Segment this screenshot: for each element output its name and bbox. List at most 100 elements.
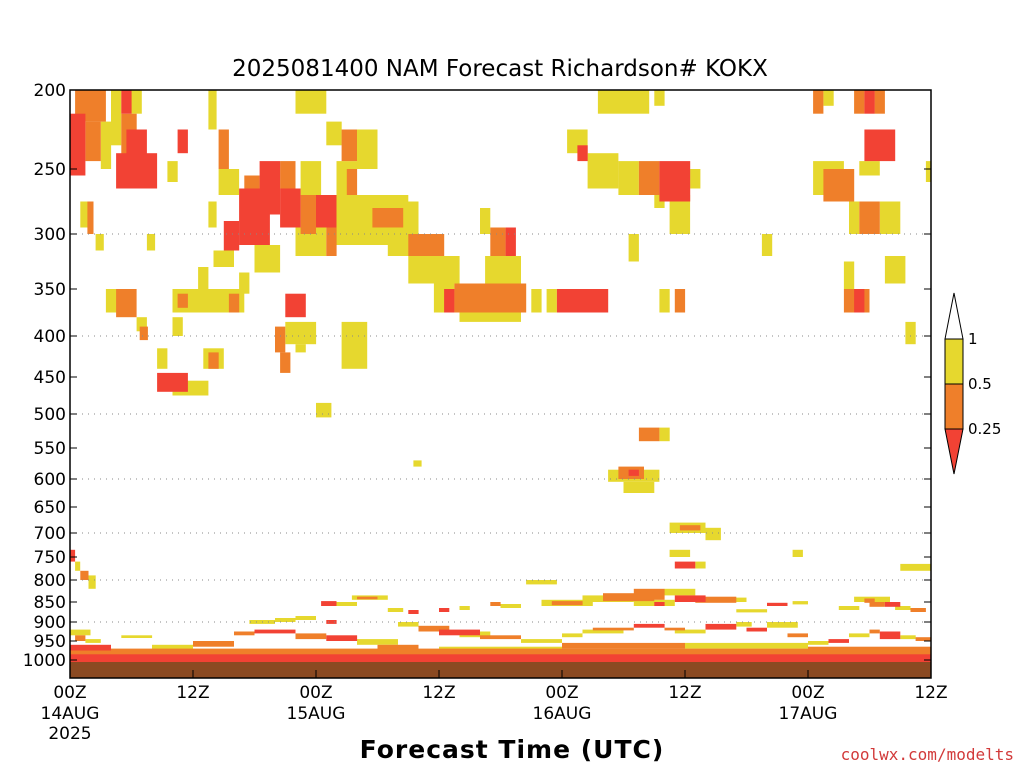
heatmap-cell	[792, 601, 808, 605]
heatmap-cell	[177, 129, 188, 154]
heatmap-cell	[638, 427, 660, 442]
heatmap-cell	[623, 481, 655, 493]
heatmap-cell	[577, 145, 588, 162]
heatmap-cell	[736, 609, 768, 613]
heatmap-cell	[295, 616, 316, 620]
heatmap-cell	[485, 256, 521, 284]
heatmap-cell	[254, 245, 281, 273]
y-tick-label: 950	[34, 632, 66, 652]
heatmap-cell	[669, 549, 691, 557]
heatmap-cell	[864, 90, 875, 114]
x-tick-label: 12Z	[422, 683, 455, 703]
heatmap-cell	[505, 227, 516, 256]
heatmap-cell	[859, 201, 880, 234]
heatmap-cell	[326, 227, 337, 256]
heatmap-cell	[177, 293, 188, 308]
heatmap-cell	[480, 635, 521, 640]
heatmap-cell	[316, 195, 337, 228]
cell-layer	[70, 90, 932, 664]
heatmap-cell	[408, 234, 445, 256]
heatmap-cell	[592, 627, 634, 631]
heatmap-cell	[139, 326, 148, 341]
heatmap-cell	[531, 289, 542, 313]
x-tick-date: 16AUG	[533, 704, 592, 724]
heatmap-cell	[546, 289, 557, 313]
heatmap-cell	[300, 161, 322, 195]
heatmap-cell	[341, 129, 357, 162]
plot-frame	[69, 89, 932, 679]
y-tick-label: 200	[34, 81, 66, 101]
heatmap-cell	[633, 588, 665, 600]
heatmap-cell	[121, 90, 132, 114]
heatmap-cell	[418, 625, 450, 632]
heatmap-cell	[336, 602, 357, 606]
heatmap-cell	[280, 161, 296, 189]
heatmap-cell	[208, 201, 217, 228]
heatmap-cell	[75, 635, 86, 641]
heatmap-cell	[208, 90, 217, 130]
heatmap-cell	[326, 620, 337, 624]
heatmap-cell	[490, 602, 501, 606]
heatmap-cell	[387, 608, 404, 612]
legend-swatch-above-1	[944, 292, 964, 340]
heatmap-cell	[300, 195, 316, 234]
heatmap-cell	[146, 234, 156, 251]
heatmap-cell	[357, 596, 378, 600]
heatmap-cell	[167, 161, 178, 182]
legend-label: 0.25	[968, 420, 1001, 438]
heatmap-cell	[439, 629, 480, 636]
heatmap-cell	[792, 549, 803, 557]
x-tick-date: 15AUG	[287, 704, 346, 724]
heatmap-cell	[787, 633, 808, 638]
heatmap-cell	[746, 627, 767, 632]
heatmap-cell	[85, 121, 101, 162]
heatmap-cell	[295, 90, 327, 114]
heatmap-cell	[761, 234, 773, 256]
chart-title: 2025081400 NAM Forecast Richardson# KOKX	[232, 56, 768, 82]
y-axis: 200 250 300 350 400 450 500 550 600 650 700 750 8008…	[23, 81, 931, 671]
heatmap-cell	[690, 169, 701, 189]
heatmap-cell	[900, 563, 932, 571]
heatmap-cell	[157, 372, 188, 392]
heatmap-cell	[500, 604, 521, 608]
heatmap-cell	[879, 201, 901, 234]
y-tick-label: 300	[34, 225, 66, 245]
y-tick-label: 500	[34, 405, 66, 425]
heatmap-cell	[131, 90, 142, 114]
heatmap-cell	[116, 289, 137, 318]
heatmap-cell	[208, 352, 219, 369]
y-tick-label: 1000	[23, 651, 66, 671]
heatmap-cell	[198, 267, 209, 289]
heatmap-cell	[413, 460, 422, 467]
legend-label: 1	[968, 330, 978, 348]
heatmap-cell	[843, 261, 855, 289]
heatmap-cell	[659, 161, 691, 202]
heatmap-cell	[603, 593, 655, 602]
heatmap-cell	[439, 608, 450, 612]
heatmap-cell	[562, 642, 685, 649]
heatmap-cell	[87, 201, 94, 234]
heatmap-cell	[854, 289, 865, 313]
heatmap-cell	[597, 90, 650, 114]
heatmap-cell	[808, 646, 931, 653]
heatmap-cell	[321, 601, 337, 606]
heatmap-cell	[628, 469, 639, 476]
heatmap-cell	[838, 606, 860, 610]
y-tick-label: 650	[34, 498, 66, 518]
heatmap-cell	[654, 602, 665, 606]
heatmap-cell	[808, 641, 829, 645]
heatmap-cell	[459, 606, 470, 610]
heatmap-cell	[859, 161, 880, 176]
heatmap-cell	[85, 639, 101, 643]
heatmap-cell	[925, 161, 931, 182]
heatmap-cell	[218, 169, 240, 195]
y-tick-label: 400	[34, 327, 66, 347]
y-tick-label: 350	[34, 280, 66, 300]
heatmap-cell	[895, 606, 911, 610]
heatmap-cell	[275, 618, 296, 622]
x-tick-label: 00Z	[299, 683, 332, 703]
y-tick-label: 900	[34, 613, 66, 633]
heatmap-cell	[152, 644, 193, 651]
heatmap-cell	[679, 525, 701, 531]
